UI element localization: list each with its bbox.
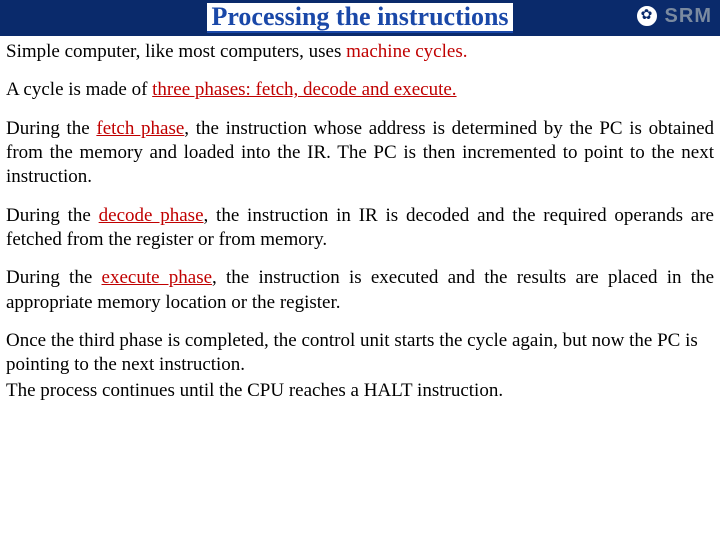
paragraph-halt: The process continues until the CPU reac… bbox=[6, 379, 714, 403]
brand-block: ✿ SRM bbox=[635, 4, 712, 28]
highlight-decode-phase: decode phase bbox=[99, 205, 204, 226]
text: Simple computer, like most computers, us… bbox=[6, 41, 346, 62]
paragraph-execute: During the execute phase, the instructio… bbox=[6, 266, 714, 315]
text: A cycle is made of bbox=[6, 79, 152, 100]
paragraph-phases: A cycle is made of three phases: fetch, … bbox=[6, 78, 714, 102]
brand-logo-glyph: ✿ bbox=[641, 9, 653, 23]
paragraph-decode: During the decode phase, the instruction… bbox=[6, 204, 714, 253]
highlight-fetch-phase: fetch phase bbox=[96, 118, 184, 139]
highlight-execute-phase: execute phase bbox=[102, 267, 213, 288]
brand-text: SRM bbox=[665, 5, 712, 28]
text: During the bbox=[6, 267, 102, 288]
slide-header: Processing the instructions ✿ SRM bbox=[0, 0, 720, 36]
text: During the bbox=[6, 205, 99, 226]
highlight-machine-cycles: machine cycles. bbox=[346, 41, 467, 62]
highlight-three-phases: three phases: fetch, decode and execute. bbox=[152, 79, 456, 100]
paragraph-intro: Simple computer, like most computers, us… bbox=[6, 40, 714, 64]
brand-logo-icon: ✿ bbox=[635, 4, 659, 28]
slide-title: Processing the instructions bbox=[207, 3, 512, 34]
text: During the bbox=[6, 118, 96, 139]
paragraph-fetch: During the fetch phase, the instruction … bbox=[6, 117, 714, 190]
text: The process continues until the CPU reac… bbox=[6, 380, 503, 401]
text: Once the third phase is completed, the c… bbox=[6, 330, 698, 375]
paragraph-cycle-again: Once the third phase is completed, the c… bbox=[6, 329, 714, 378]
slide-body: Simple computer, like most computers, us… bbox=[0, 36, 720, 424]
